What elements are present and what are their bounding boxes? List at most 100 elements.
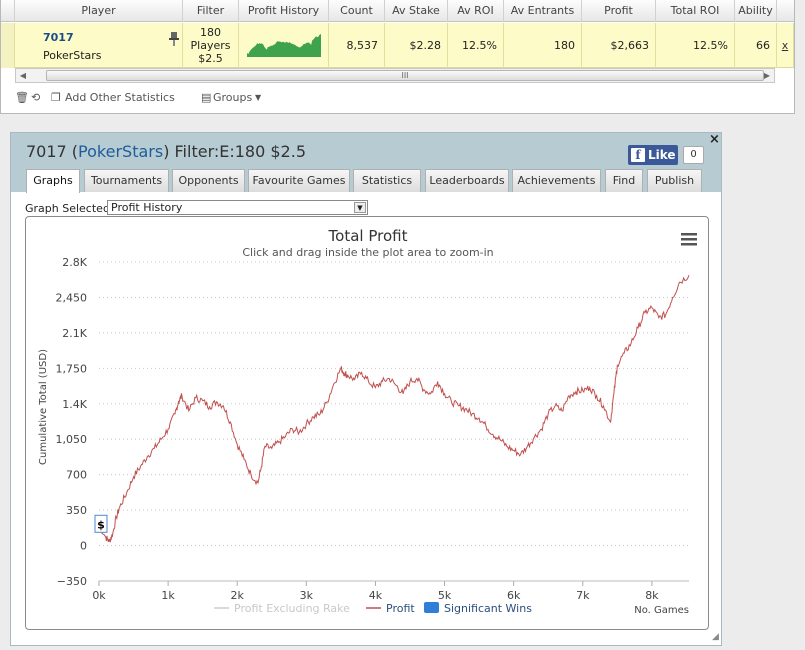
annotation-label: $ <box>97 518 105 531</box>
site-link[interactable]: PokerStars <box>78 142 164 161</box>
graph-select-dropdown[interactable]: Profit History ▼ <box>107 200 368 215</box>
count-value: 8,537 <box>329 23 385 68</box>
scrollbar-thumb[interactable]: III <box>46 70 764 81</box>
header-av-roi[interactable]: Av ROI <box>448 0 504 22</box>
chevron-down-icon[interactable]: ▼ <box>255 93 262 102</box>
x-tick-label: 2k <box>231 589 245 602</box>
tab-leaderboards[interactable]: Leaderboards <box>425 169 509 192</box>
header-av-entrants[interactable]: Av Entrants <box>504 0 582 22</box>
player-site: PokerStars <box>43 49 102 62</box>
total-roi-value: 12.5% <box>656 23 735 68</box>
grid-header: Player Filter Profit History Count Av St… <box>1 0 794 22</box>
header-player[interactable]: Player <box>15 0 183 22</box>
y-tick-label: 2.1K <box>62 327 87 340</box>
legend-item-excluding-rake: Profit Excluding Rake <box>234 602 350 615</box>
close-icon[interactable]: × <box>709 132 720 147</box>
header-filter[interactable]: Filter <box>183 0 239 22</box>
row-selector[interactable] <box>1 23 15 68</box>
title-player: 7017 ( <box>26 142 79 161</box>
y-tick-label: 2,450 <box>56 291 88 304</box>
x-tick-label: 5k <box>438 589 452 602</box>
player-cell: 7017 PokerStars <box>15 23 183 68</box>
x-tick-label: 6k <box>507 589 521 602</box>
refresh-icon[interactable]: ⟲ <box>31 91 41 104</box>
x-tick-label: 3k <box>300 589 314 602</box>
tab-favourite-games[interactable]: Favourite Games <box>248 169 350 192</box>
av-roi-value: 12.5% <box>448 23 504 68</box>
pin-icon[interactable] <box>169 32 179 46</box>
tab-find[interactable]: Find <box>605 169 643 192</box>
header-total-roi[interactable]: Total ROI <box>656 0 735 22</box>
trash-icon[interactable]: 🗑 <box>15 91 29 104</box>
x-tick-label: 0k <box>92 589 106 602</box>
y-tick-label: 1,050 <box>56 433 88 446</box>
y-tick-label: −350 <box>57 575 87 588</box>
filter-line-2: Players <box>190 39 231 52</box>
av-entrants-value: 180 <box>504 23 582 68</box>
y-tick-label: 700 <box>66 469 87 482</box>
y-tick-label: 350 <box>66 504 87 517</box>
graph-select-value: Profit History <box>111 201 183 214</box>
tab-graphs[interactable]: Graphs <box>26 169 80 193</box>
y-axis-label: Cumulative Total (USD) <box>38 349 49 465</box>
x-tick-label: 1k <box>161 589 175 602</box>
profit-sparkline[interactable] <box>239 23 329 68</box>
tab-tournaments[interactable]: Tournaments <box>84 169 169 192</box>
profit-history-sparkline-cell <box>239 23 329 68</box>
x-tick-label: 8k <box>645 589 659 602</box>
tab-opponents[interactable]: Opponents <box>172 169 245 192</box>
panel-title: 7017 (PokerStars) Filter:E:180 $2.5 <box>26 142 306 161</box>
x-axis-label: No. Games <box>634 605 689 616</box>
add-other-statistics-button[interactable]: Add Other Statistics <box>65 91 175 104</box>
ability-value: 66 <box>735 23 777 68</box>
player-stats-grid: Player Filter Profit History Count Av St… <box>0 0 795 114</box>
like-count: 0 <box>683 146 704 164</box>
header-ability[interactable]: Ability <box>735 0 777 22</box>
scroll-right-icon[interactable]: ▶ <box>763 71 771 80</box>
tab-publish[interactable]: Publish <box>647 169 702 192</box>
y-tick-label: 2.8K <box>62 256 87 269</box>
dropdown-arrow-icon[interactable]: ▼ <box>354 202 366 213</box>
chart-subtitle: Click and drag inside the plot area to z… <box>242 246 493 259</box>
title-filter: ) Filter:E:180 $2.5 <box>163 142 306 161</box>
tab-achievements[interactable]: Achievements <box>512 169 601 192</box>
tab-statistics[interactable]: Statistics <box>353 169 421 192</box>
legend-item-profit: Profit <box>386 602 415 615</box>
annotation-flag <box>94 514 108 533</box>
table-row[interactable]: 7017 PokerStars 180 Players $2.5 8,537 $… <box>1 23 794 68</box>
x-tick-label: 7k <box>576 589 590 602</box>
groups-menu-button[interactable]: Groups <box>213 91 253 104</box>
remove-row-button[interactable]: x <box>777 23 794 68</box>
header-count[interactable]: Count <box>329 0 385 22</box>
header-profit-history[interactable]: Profit History <box>239 0 329 22</box>
filter-line-1: 180 <box>200 26 221 39</box>
player-panel: 7017 (PokerStars) Filter:E:180 $2.5 × f … <box>10 132 722 646</box>
player-name-link[interactable]: 7017 <box>43 31 74 44</box>
legend-swatch-significant-wins <box>424 602 439 613</box>
scroll-left-icon[interactable]: ◀ <box>19 71 27 80</box>
chart-title: Total Profit <box>328 227 408 245</box>
horizontal-scrollbar[interactable]: ◀ III ▶ <box>15 68 775 83</box>
panel-header: 7017 (PokerStars) Filter:E:180 $2.5 × f … <box>11 132 721 193</box>
profit-chart[interactable]: Total Profit Click and drag inside the p… <box>26 217 710 631</box>
header-profit[interactable]: Profit <box>582 0 656 22</box>
filter-cell: 180 Players $2.5 <box>183 23 239 68</box>
filter-line-3: $2.5 <box>198 52 223 65</box>
like-label: Like <box>648 148 676 162</box>
av-stake-value: $2.28 <box>385 23 448 68</box>
sparkline-area <box>247 34 321 57</box>
header-select-column[interactable] <box>1 0 15 22</box>
resize-handle-icon[interactable]: ◢ <box>712 632 719 642</box>
graph-selected-label: Graph Selected: <box>25 202 114 215</box>
y-tick-label: 0 <box>80 540 87 553</box>
profit-series-line <box>98 275 690 543</box>
facebook-like-button[interactable]: f Like <box>628 145 678 165</box>
x-tick-label: 4k <box>369 589 383 602</box>
header-av-stake[interactable]: Av Stake <box>385 0 448 22</box>
y-tick-label: 1.4K <box>62 398 87 411</box>
chart-container: Total Profit Click and drag inside the p… <box>25 216 709 630</box>
legend-item-significant-wins: Significant Wins <box>444 602 532 615</box>
chart-menu-icon[interactable] <box>681 233 697 246</box>
facebook-icon: f <box>631 148 645 162</box>
profit-value: $2,663 <box>582 23 656 68</box>
